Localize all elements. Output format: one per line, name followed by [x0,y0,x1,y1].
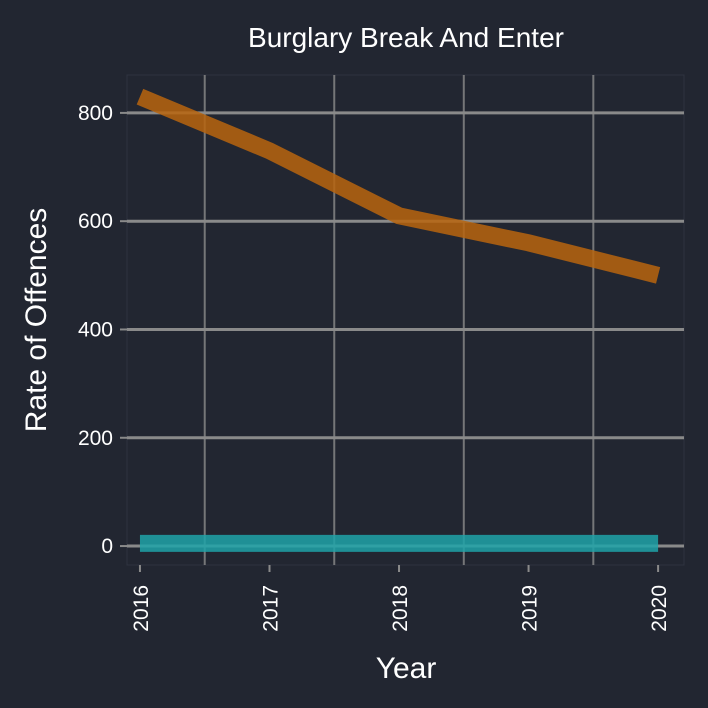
series-lines [136,88,661,552]
x-axis-title: Year [376,652,437,685]
x-tick-label: 2019 [519,585,542,632]
series-line-1 [136,88,661,284]
x-tick-label: 2016 [130,585,153,632]
y-tick-label: 800 [78,102,113,125]
grid-lines [127,75,684,565]
x-tick-label: 2017 [259,585,282,632]
y-tick-label: 600 [78,210,113,233]
y-tick-label: 0 [101,535,113,558]
y-axis-title: Rate of Offences [20,208,53,433]
plot-panel [126,74,685,566]
y-tick-label: 400 [78,318,113,341]
y-tick-label: 200 [78,427,113,450]
chart-title: Burglary Break And Enter [248,22,564,53]
x-tick-label: 2018 [389,585,412,632]
y-axis-ticks: 0 200 400 600 800 [78,102,127,558]
x-tick-label: 2020 [648,585,671,632]
x-axis-ticks: 2016 2017 2018 2019 2020 [130,565,671,632]
